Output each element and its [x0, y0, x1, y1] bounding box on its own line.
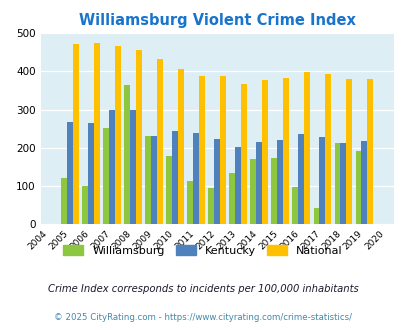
- Bar: [283, 78, 288, 224]
- Bar: [256, 142, 262, 224]
- Bar: [124, 85, 130, 224]
- Bar: [241, 83, 247, 224]
- Bar: [250, 158, 256, 224]
- Bar: [82, 186, 88, 224]
- Bar: [271, 158, 277, 224]
- Bar: [198, 76, 205, 224]
- Bar: [355, 150, 360, 224]
- Bar: [345, 79, 351, 224]
- Text: © 2025 CityRating.com - https://www.cityrating.com/crime-statistics/: © 2025 CityRating.com - https://www.city…: [54, 313, 351, 322]
- Bar: [130, 110, 136, 224]
- Bar: [145, 136, 151, 224]
- Bar: [88, 123, 94, 224]
- Bar: [334, 143, 339, 224]
- Bar: [172, 131, 178, 224]
- Bar: [303, 72, 309, 224]
- Bar: [235, 147, 241, 224]
- Bar: [61, 179, 67, 224]
- Bar: [208, 188, 214, 224]
- Bar: [136, 50, 142, 224]
- Bar: [360, 141, 367, 224]
- Bar: [178, 69, 183, 224]
- Bar: [298, 134, 303, 224]
- Bar: [73, 45, 79, 224]
- Bar: [277, 140, 283, 224]
- Bar: [157, 59, 162, 224]
- Bar: [151, 136, 157, 224]
- Bar: [67, 122, 73, 224]
- Legend: Williamsburg, Kentucky, National: Williamsburg, Kentucky, National: [63, 246, 342, 256]
- Bar: [166, 156, 172, 224]
- Bar: [103, 128, 109, 224]
- Bar: [319, 137, 324, 224]
- Bar: [109, 110, 115, 224]
- Bar: [262, 80, 267, 224]
- Bar: [292, 187, 298, 224]
- Bar: [193, 133, 198, 224]
- Bar: [94, 43, 100, 224]
- Text: Crime Index corresponds to incidents per 100,000 inhabitants: Crime Index corresponds to incidents per…: [47, 284, 358, 294]
- Bar: [115, 46, 121, 224]
- Bar: [220, 76, 226, 224]
- Bar: [324, 74, 330, 224]
- Bar: [229, 173, 235, 224]
- Bar: [214, 139, 220, 224]
- Bar: [313, 208, 319, 224]
- Bar: [367, 79, 372, 224]
- Title: Williamsburg Violent Crime Index: Williamsburg Violent Crime Index: [79, 13, 355, 28]
- Bar: [187, 181, 193, 224]
- Bar: [339, 143, 345, 224]
